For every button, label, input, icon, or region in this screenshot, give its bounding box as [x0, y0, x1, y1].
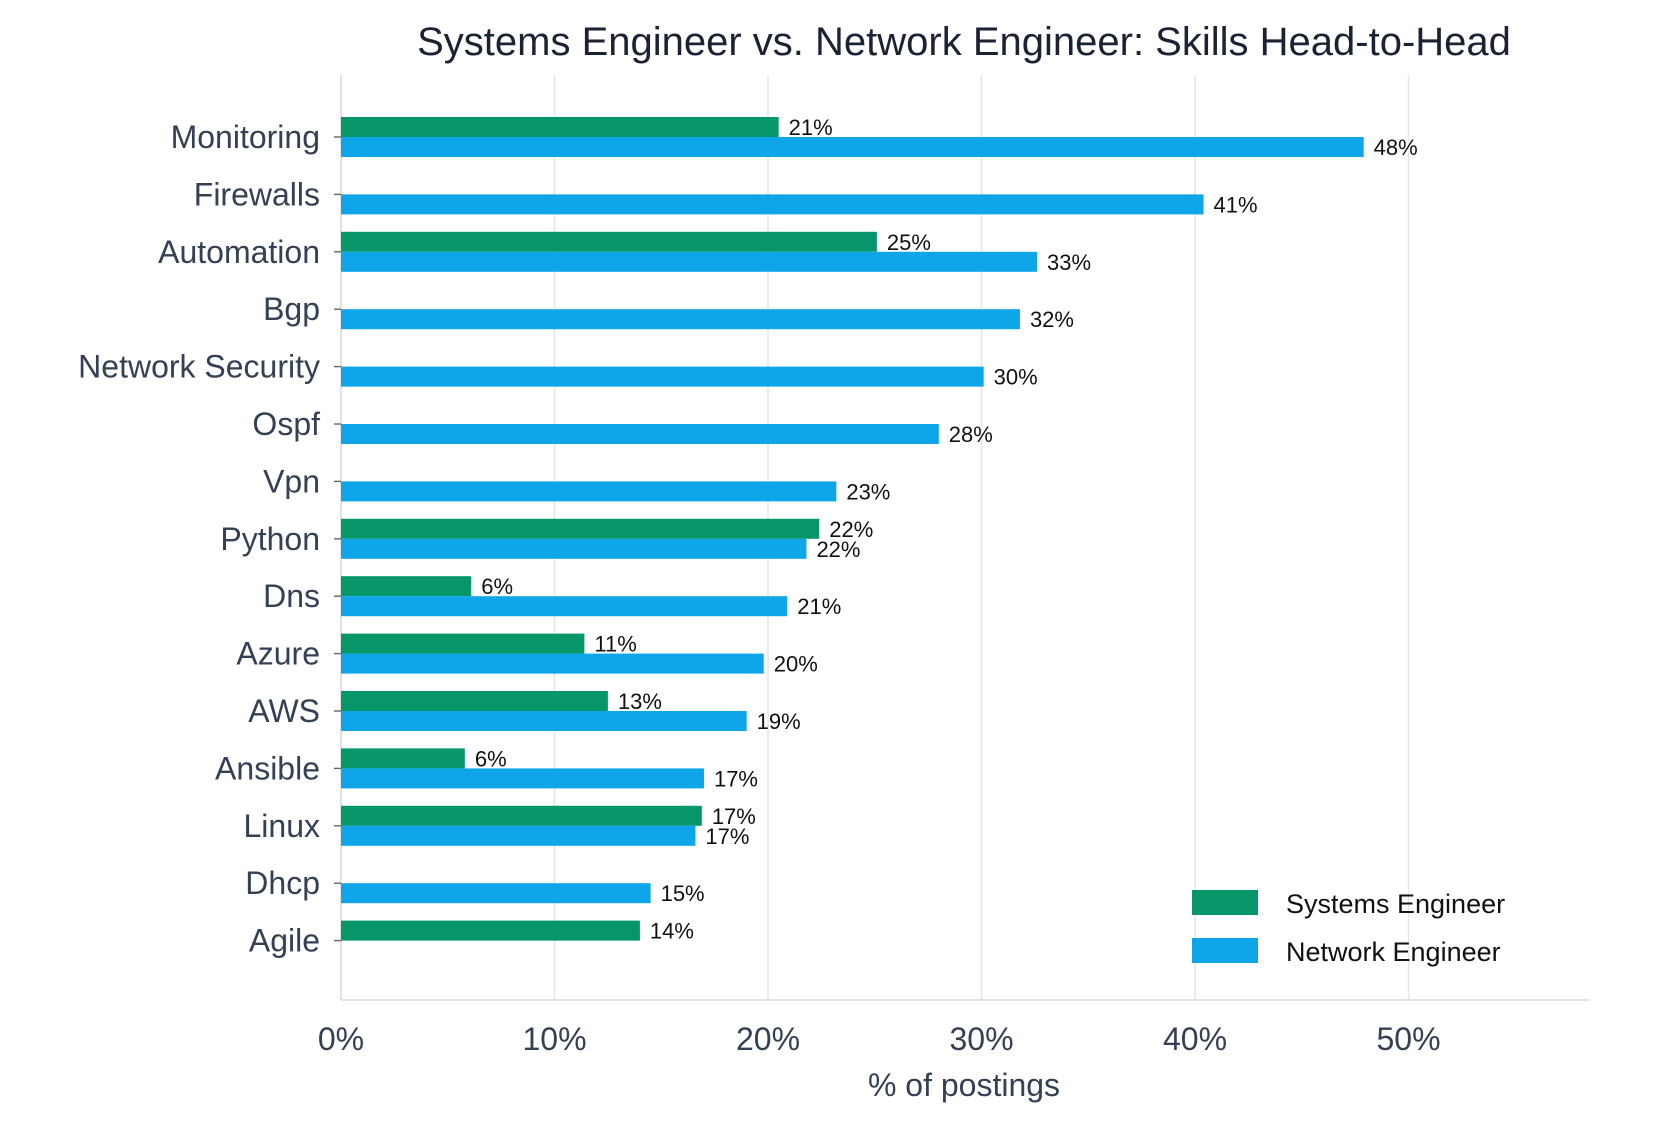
data-label: 17% [714, 766, 758, 791]
data-label: 6% [475, 746, 507, 771]
data-label: 6% [481, 574, 513, 599]
category-label: Network Security [78, 349, 320, 385]
bar [341, 653, 764, 674]
legend: Systems Engineer Network Engineer [1192, 889, 1505, 967]
bar [341, 117, 779, 137]
bar [341, 481, 837, 502]
bar [341, 137, 1364, 157]
data-label: 14% [650, 919, 694, 944]
bar [341, 576, 472, 597]
data-label: 22% [829, 517, 873, 542]
data-label: 48% [1374, 135, 1418, 160]
category-label: Dhcp [245, 865, 320, 901]
bar [341, 805, 702, 826]
bar [341, 711, 747, 731]
data-label: 13% [618, 689, 662, 714]
bar [341, 883, 651, 904]
bar [341, 309, 1020, 330]
category-label: Monitoring [171, 119, 320, 155]
category-label: Agile [249, 923, 320, 959]
category-label: Python [220, 521, 320, 557]
data-label: 41% [1214, 192, 1258, 217]
x-tick-label: 0% [318, 1021, 364, 1057]
category-label: Automation [158, 234, 320, 270]
x-tick-label: 10% [522, 1021, 586, 1057]
data-label: 17% [712, 804, 756, 829]
bar [341, 424, 939, 444]
data-label: 17% [705, 824, 749, 849]
data-label: 21% [797, 594, 841, 619]
bar [341, 251, 1038, 272]
category-label: Azure [236, 636, 320, 672]
bar [341, 920, 640, 941]
bar [341, 825, 696, 846]
x-axis-title: % of postings [868, 1067, 1060, 1103]
category-label: Ospf [252, 406, 320, 442]
legend-label: Network Engineer [1286, 937, 1501, 967]
legend-swatch [1192, 890, 1258, 915]
category-label: Vpn [263, 463, 320, 499]
data-label: 20% [774, 652, 818, 677]
x-tick-label: 50% [1376, 1021, 1440, 1057]
data-label: 22% [816, 537, 860, 562]
category-label: Dns [263, 578, 320, 614]
bar [341, 366, 984, 387]
legend-swatch [1192, 938, 1258, 963]
data-label: 11% [594, 632, 636, 657]
data-label: 32% [1030, 307, 1074, 332]
chart-title: Systems Engineer vs. Network Engineer: S… [417, 20, 1511, 64]
category-label: AWS [248, 693, 320, 729]
bar [341, 194, 1204, 215]
bar [341, 768, 704, 789]
category-label: Ansible [215, 750, 320, 786]
bar [341, 748, 465, 769]
data-label: 21% [789, 115, 833, 140]
data-label: 30% [994, 365, 1038, 390]
data-label: 25% [887, 230, 931, 255]
data-label: 23% [846, 479, 890, 504]
bar [341, 518, 820, 539]
label-layer: 21% 48% 41% 25% 33% 32% 30% 28% 23% 22%22% 6% 21% 11… [475, 115, 1418, 944]
category-label: Firewalls [194, 176, 320, 212]
x-tick-label: 30% [949, 1021, 1013, 1057]
bar [341, 691, 608, 711]
category-label: Linux [244, 808, 321, 844]
data-label: 28% [949, 422, 993, 447]
x-tick-label: 20% [736, 1021, 800, 1057]
bar-layer [341, 117, 1364, 941]
legend-label: Systems Engineer [1286, 889, 1505, 919]
data-label: 33% [1047, 250, 1091, 275]
data-label: 15% [661, 881, 705, 906]
bar [341, 538, 807, 559]
bar [341, 596, 788, 617]
category-label: Bgp [263, 291, 320, 327]
bar [341, 231, 877, 252]
x-tick-label: 40% [1163, 1021, 1227, 1057]
data-label: 19% [757, 709, 801, 734]
bar [341, 633, 585, 654]
